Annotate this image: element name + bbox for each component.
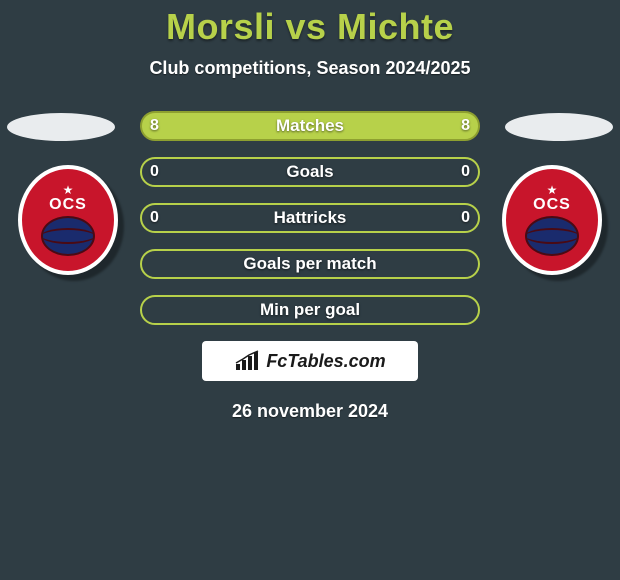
comparison-card: Morsli vs Michte Club competitions, Seas… bbox=[0, 0, 620, 580]
bar-slot bbox=[140, 295, 480, 325]
brand-text: FcTables.com bbox=[266, 351, 385, 372]
stat-value-right: 0 bbox=[461, 157, 470, 187]
bar-slot bbox=[140, 157, 480, 187]
chart-icon bbox=[234, 350, 262, 372]
bar-slot bbox=[140, 111, 480, 141]
stat-value-left: 0 bbox=[150, 203, 159, 233]
bar-slot bbox=[140, 249, 480, 279]
stat-bar-empty bbox=[140, 203, 480, 233]
subtitle: Club competitions, Season 2024/2025 bbox=[0, 58, 620, 79]
date-text: 26 november 2024 bbox=[0, 401, 620, 422]
stat-bar-empty bbox=[140, 249, 480, 279]
stat-row: Hattricks00 bbox=[0, 203, 620, 233]
stat-row: Matches88 bbox=[0, 111, 620, 141]
stat-value-left: 0 bbox=[150, 157, 159, 187]
page-title: Morsli vs Michte bbox=[0, 0, 620, 48]
stat-bar-empty bbox=[140, 157, 480, 187]
stat-row: Min per goal bbox=[0, 295, 620, 325]
stat-bar-empty bbox=[140, 295, 480, 325]
stat-value-left: 8 bbox=[150, 111, 159, 141]
stat-bar bbox=[140, 111, 480, 141]
stat-row: Goals per match bbox=[0, 249, 620, 279]
stat-row: Goals00 bbox=[0, 157, 620, 187]
brand-box: FcTables.com bbox=[202, 341, 418, 381]
stat-value-right: 8 bbox=[461, 111, 470, 141]
stats-chart: ★ OCS ★ OCS Matches88Goals00Hattricks00G… bbox=[0, 111, 620, 325]
bar-slot bbox=[140, 203, 480, 233]
stat-value-right: 0 bbox=[461, 203, 470, 233]
